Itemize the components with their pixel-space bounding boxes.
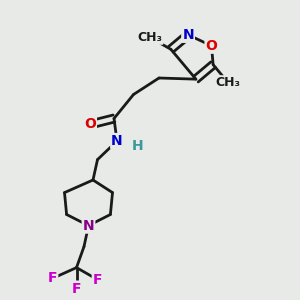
Text: F: F [93, 273, 102, 286]
Text: CH₃: CH₃ [137, 31, 162, 44]
Text: N: N [111, 134, 123, 148]
Text: F: F [48, 272, 57, 285]
Text: O: O [84, 118, 96, 131]
Text: CH₃: CH₃ [216, 76, 241, 89]
Text: H: H [132, 139, 144, 152]
Text: F: F [72, 282, 81, 296]
Text: N: N [83, 219, 94, 232]
Text: O: O [206, 39, 218, 53]
Text: N: N [182, 28, 194, 42]
